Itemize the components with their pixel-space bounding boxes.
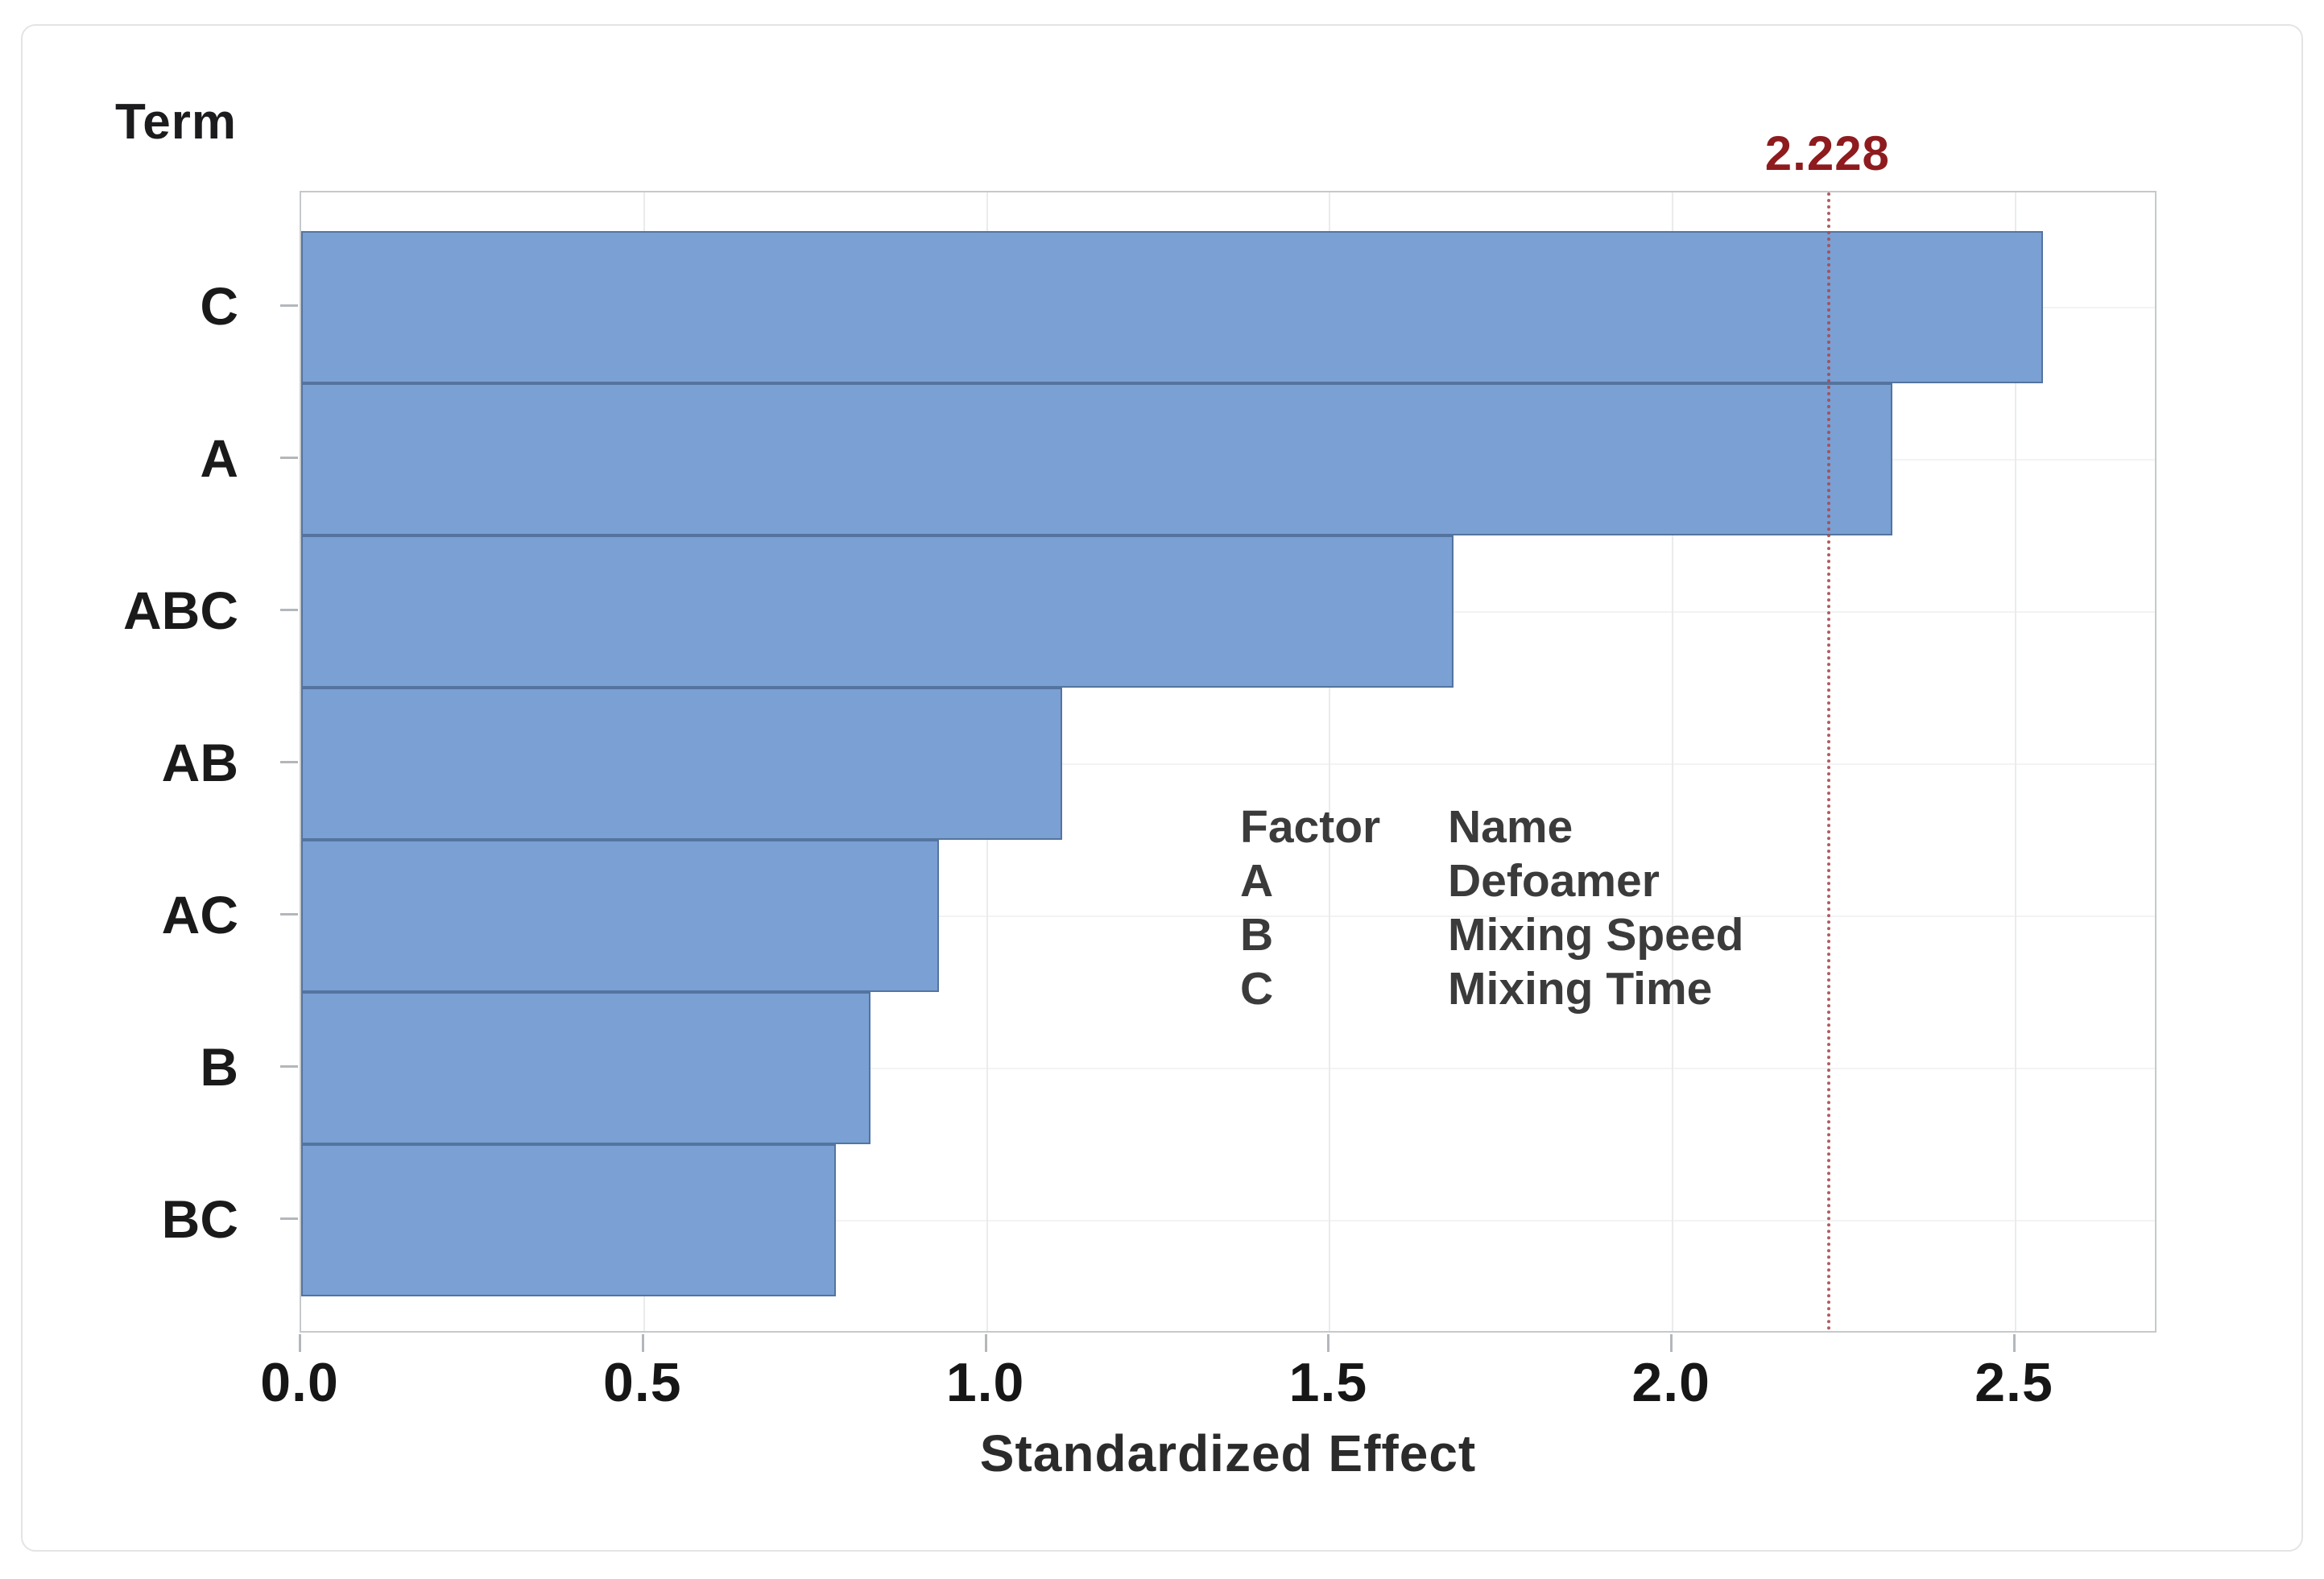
x-tick-1.5: [1327, 1334, 1330, 1352]
factor-legend: Factor Name A Defoamer B Mixing Speed C Mixing …: [1240, 800, 1743, 1016]
x-tick-label-2.5: 2.5: [1975, 1352, 2053, 1413]
x-gridline-2.0: [1672, 192, 1674, 1331]
category-label-ac: AC: [161, 884, 238, 945]
y-tick-abc: [280, 609, 298, 611]
y-gridline-ab: [301, 763, 2155, 765]
category-label-ab: AB: [161, 732, 238, 792]
legend-factor-cell: B: [1240, 909, 1274, 961]
legend-row-a: A Defoamer: [1240, 854, 1743, 908]
x-tick-2.0: [1670, 1334, 1673, 1352]
y-tick-bc: [280, 1217, 298, 1220]
bar-abc: [301, 535, 1454, 688]
x-tick-0.0: [299, 1334, 301, 1352]
x-gridline-2.5: [2015, 192, 2016, 1331]
x-tick-1.0: [984, 1334, 987, 1352]
y-tick-c: [280, 304, 298, 307]
legend-factor-cell: A: [1240, 855, 1274, 907]
x-axis-title: Standardized Effect: [979, 1424, 1477, 1482]
x-tick-label-1.5: 1.5: [1288, 1352, 1368, 1413]
legend-header-factor: Factor: [1240, 801, 1381, 853]
category-label-bc: BC: [161, 1188, 238, 1249]
bar-a: [301, 383, 1892, 535]
reference-line-label: 2.228: [1764, 126, 1890, 180]
x-tick-label-0.5: 0.5: [603, 1352, 682, 1413]
plot-area: [300, 191, 2157, 1333]
y-axis-title: Term: [114, 94, 237, 150]
legend-factor-cell: C: [1240, 963, 1274, 1015]
bar-ac: [301, 840, 939, 992]
y-gridline-ac: [301, 915, 2155, 917]
x-tick-0.5: [641, 1334, 644, 1352]
x-gridline-1.5: [1329, 192, 1331, 1331]
y-tick-b: [280, 1065, 298, 1068]
x-tick-label-0.0: 0.0: [260, 1352, 339, 1413]
category-label-c: C: [200, 275, 238, 336]
legend-name-cell: Mixing Time: [1448, 963, 1713, 1015]
y-tick-ab: [280, 761, 298, 763]
y-gridline-b: [301, 1067, 2155, 1069]
legend-header-row: Factor Name: [1240, 800, 1743, 854]
bar-b: [301, 992, 870, 1144]
x-tick-label-1.0: 1.0: [945, 1352, 1025, 1413]
legend-name-cell: Defoamer: [1448, 855, 1660, 907]
y-tick-a: [280, 457, 298, 459]
bar-bc: [301, 1144, 837, 1296]
x-tick-2.5: [2013, 1334, 2016, 1352]
y-gridline-bc: [301, 1219, 2155, 1221]
legend-header-name: Name: [1448, 801, 1573, 853]
category-label-b: B: [200, 1036, 238, 1097]
legend-name-cell: Mixing Speed: [1448, 909, 1744, 961]
x-tick-label-2.0: 2.0: [1631, 1352, 1710, 1413]
legend-row-c: C Mixing Time: [1240, 962, 1743, 1016]
category-label-abc: ABC: [123, 580, 238, 640]
legend-row-b: B Mixing Speed: [1240, 908, 1743, 962]
category-label-a: A: [200, 428, 238, 488]
y-tick-ac: [280, 913, 298, 916]
bar-ab: [301, 688, 1063, 840]
reference-line: [1827, 192, 1831, 1331]
bar-c: [301, 231, 2044, 383]
